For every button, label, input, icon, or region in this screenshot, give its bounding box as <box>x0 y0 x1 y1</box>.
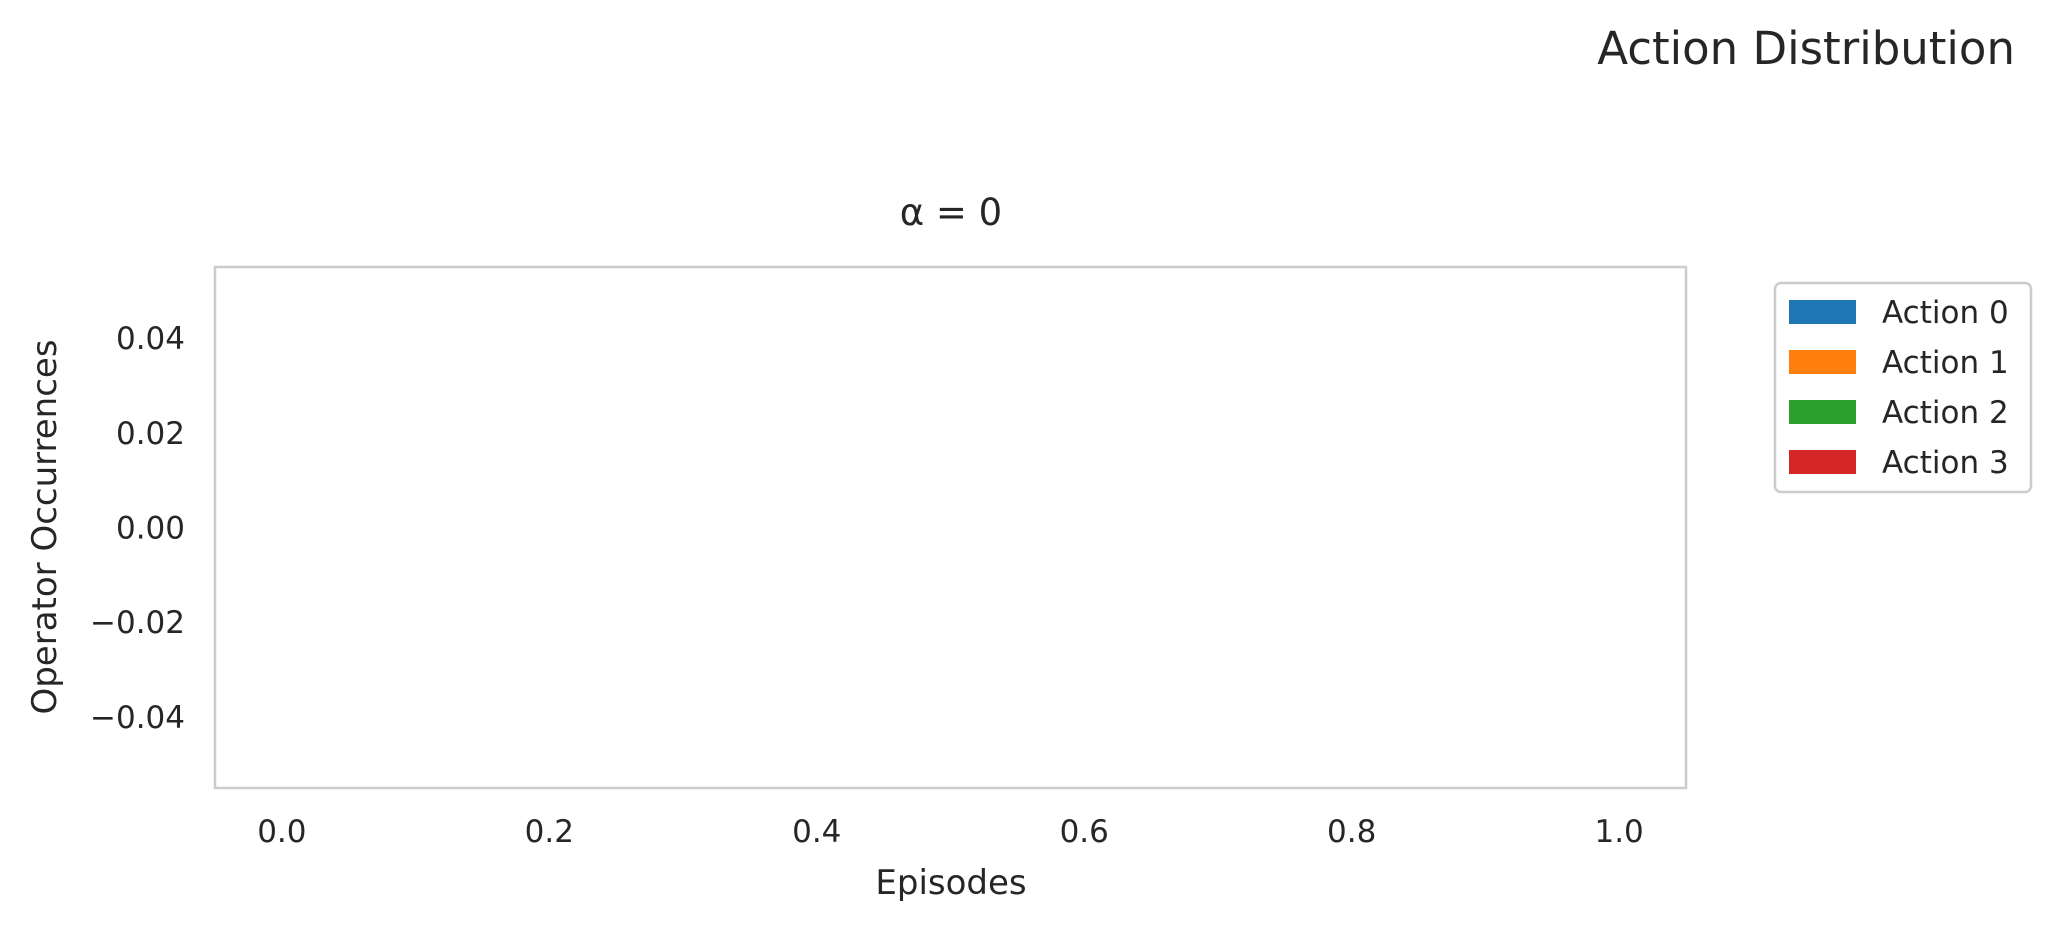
legend-items: Action 0 Action 1 Action 2 Action 3 <box>1789 295 2009 481</box>
plot-area <box>213 265 1688 790</box>
y-tick-label: 0.00 <box>116 511 185 547</box>
x-tick-label: 0.2 <box>525 814 574 850</box>
legend-frame <box>1773 281 2033 494</box>
chart-title: α = 0 <box>900 191 1002 234</box>
x-tick-label: 0.4 <box>792 814 841 850</box>
legend-label: Action 1 <box>1882 345 2009 381</box>
y-tick-label: 0.04 <box>116 321 185 357</box>
legend-label: Action 0 <box>1882 295 2009 331</box>
x-tick-label: 0.6 <box>1060 814 1109 850</box>
y-tick-label: −0.04 <box>90 700 185 736</box>
legend-label: Action 3 <box>1882 445 2009 481</box>
x-tick-label: 0.0 <box>257 814 306 850</box>
legend-swatch <box>1789 300 1856 324</box>
legend-swatch <box>1789 350 1856 374</box>
y-axis-ticks: 0.04 0.02 0.00 −0.02 −0.04 <box>90 321 185 736</box>
x-axis-ticks: 0.0 0.2 0.4 0.6 0.8 1.0 <box>257 814 1644 850</box>
y-tick-label: −0.02 <box>90 605 185 641</box>
figure-title: Action Distribution <box>1597 22 2015 75</box>
legend-label: Action 2 <box>1882 395 2009 431</box>
y-axis-label: Operator Occurrences <box>25 339 65 714</box>
x-tick-label: 0.8 <box>1327 814 1376 850</box>
y-tick-label: 0.02 <box>116 416 185 452</box>
x-axis-label: Episodes <box>875 863 1026 903</box>
legend: Action 0 Action 1 Action 2 Action 3 <box>1773 281 2033 494</box>
x-tick-label: 1.0 <box>1594 814 1643 850</box>
legend-swatch <box>1789 400 1856 424</box>
legend-swatch <box>1789 450 1856 474</box>
